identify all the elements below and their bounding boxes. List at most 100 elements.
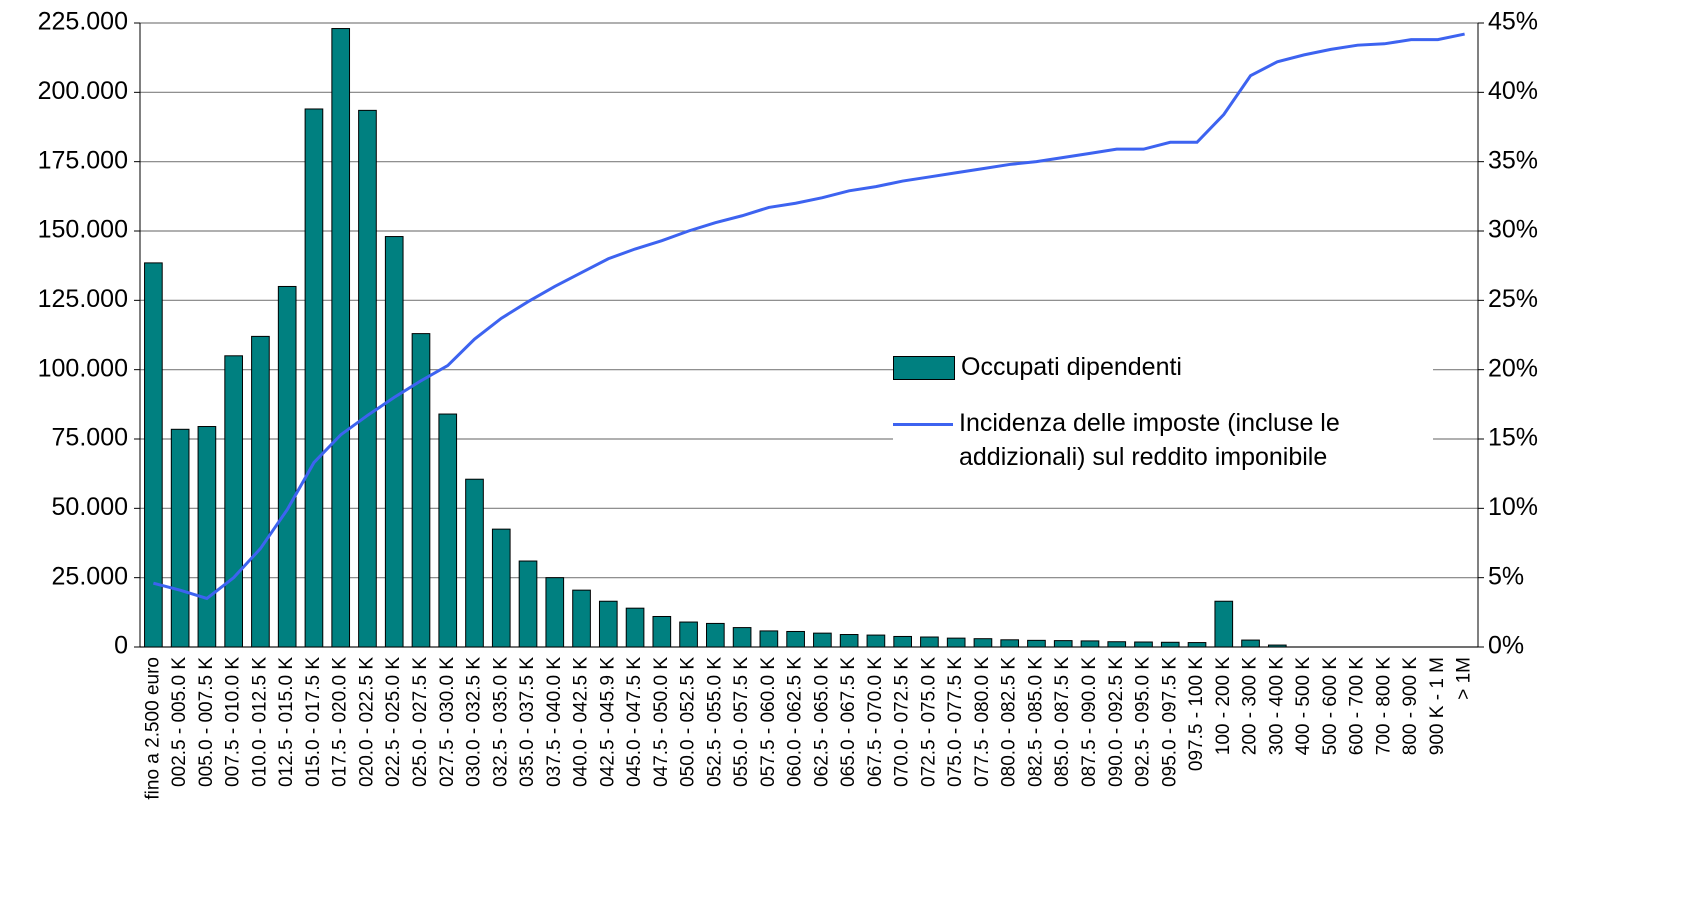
x-tick-label: 090.0 - 092.5 K xyxy=(1106,657,1127,787)
legend-label: Occupati dipendenti xyxy=(961,353,1182,381)
x-tick-label: 045.0 - 047.5 K xyxy=(624,657,645,787)
bar xyxy=(1107,641,1127,648)
bar xyxy=(1214,600,1234,648)
x-tick-label: 042.5 - 045.9 K xyxy=(597,657,618,787)
bar xyxy=(518,560,538,648)
x-tick-label: 097.5 - 100 K xyxy=(1186,657,1207,771)
x-tick-label: 092.5 - 095.0 K xyxy=(1133,657,1154,787)
y2-tick-label: 15% xyxy=(1488,424,1538,452)
x-tick-label: fino a 2.500 euro xyxy=(142,657,163,800)
bar xyxy=(465,478,484,648)
bar xyxy=(545,577,565,648)
bar xyxy=(1080,640,1100,648)
bar xyxy=(920,636,939,648)
bar xyxy=(1241,639,1260,648)
y-tick-label: 200.000 xyxy=(38,77,128,105)
bar xyxy=(144,262,163,648)
bar xyxy=(1053,640,1073,648)
y-tick-label: 175.000 xyxy=(38,146,128,174)
x-tick-label: 080.0 - 082.5 K xyxy=(999,657,1020,787)
bar xyxy=(679,621,698,648)
y2-tick-label: 10% xyxy=(1488,493,1538,521)
x-tick-label: 007.5 - 010.0 K xyxy=(223,657,244,787)
y-tick-label: 100.000 xyxy=(38,354,128,382)
y2-tick-label: 25% xyxy=(1488,285,1538,313)
x-tick-label: > 1M xyxy=(1454,657,1475,700)
bar xyxy=(946,637,966,648)
x-tick-label: 012.5 - 015.0 K xyxy=(276,657,297,787)
bar xyxy=(786,630,805,648)
x-tick-label: 100 - 200 K xyxy=(1213,657,1234,756)
x-tick-label: 057.5 - 060.0 K xyxy=(758,657,779,787)
bar xyxy=(331,28,351,648)
bar xyxy=(839,634,859,648)
bar xyxy=(1027,639,1046,648)
x-tick-label: 040.0 - 042.5 K xyxy=(571,657,592,787)
x-tick-label: 600 - 700 K xyxy=(1347,657,1368,756)
x-tick-label: 022.5 - 025.0 K xyxy=(383,657,404,787)
x-tick-label: 095.0 - 097.5 K xyxy=(1159,657,1180,787)
bar xyxy=(224,355,243,648)
y-tick-label: 50.000 xyxy=(52,493,128,521)
y2-tick-label: 0% xyxy=(1488,632,1524,660)
x-tick-label: 035.0 - 037.5 K xyxy=(517,657,538,787)
bar xyxy=(197,426,217,648)
y-tick-label: 0 xyxy=(114,632,128,660)
x-tick-label: 050.0 - 052.5 K xyxy=(678,657,699,787)
bar xyxy=(491,528,511,648)
x-tick-label: 055.0 - 057.5 K xyxy=(731,657,752,787)
bar xyxy=(304,108,324,648)
bar xyxy=(625,607,645,648)
bar xyxy=(251,335,270,648)
x-tick-label: 017.5 - 020.0 K xyxy=(330,657,351,787)
legend-entry: Occupati dipendenti xyxy=(893,350,1433,384)
bar xyxy=(358,109,377,648)
bar xyxy=(706,622,725,648)
line xyxy=(153,32,1465,601)
bar xyxy=(813,632,832,648)
y-tick-label: 25.000 xyxy=(52,562,128,590)
bar xyxy=(170,428,190,648)
x-tick-label: 037.5 - 040.0 K xyxy=(544,657,565,787)
y2-tick-label: 5% xyxy=(1488,562,1524,590)
x-tick-label: 025.0 - 027.5 K xyxy=(410,657,431,787)
bar xyxy=(572,589,591,648)
x-tick-label: 052.5 - 055.0 K xyxy=(704,657,725,787)
x-tick-label: 027.5 - 030.0 K xyxy=(437,657,458,787)
bar xyxy=(732,627,752,648)
y2-tick-label: 35% xyxy=(1488,146,1538,174)
bar xyxy=(1134,641,1153,648)
bar xyxy=(1160,641,1180,648)
x-tick-label: 082.5 - 085.0 K xyxy=(1025,657,1046,787)
x-tick-label: 400 - 500 K xyxy=(1293,657,1314,756)
bar xyxy=(866,634,886,648)
x-tick-label: 800 - 900 K xyxy=(1400,657,1421,756)
x-tick-label: 065.0 - 067.5 K xyxy=(838,657,859,787)
x-tick-label: 300 - 400 K xyxy=(1266,657,1287,756)
x-tick-label: 900 K - 1 M xyxy=(1427,657,1448,755)
x-tick-label: 005.0 - 007.5 K xyxy=(196,657,217,787)
bar xyxy=(652,615,672,648)
x-tick-label: 070.0 - 072.5 K xyxy=(892,657,913,787)
legend-label: Incidenza delle imposte (incluse le addi… xyxy=(959,409,1340,471)
x-tick-label: 067.5 - 070.0 K xyxy=(865,657,886,787)
x-tick-label: 087.5 - 090.0 K xyxy=(1079,657,1100,787)
legend-swatch xyxy=(893,356,955,380)
y2-tick-label: 20% xyxy=(1488,354,1538,382)
x-tick-label: 085.0 - 087.5 K xyxy=(1052,657,1073,787)
x-tick-label: 072.5 - 075.0 K xyxy=(918,657,939,787)
y2-tick-label: 30% xyxy=(1488,216,1538,244)
x-tick-label: 047.5 - 050.0 K xyxy=(651,657,672,787)
x-tick-label: 500 - 600 K xyxy=(1320,657,1341,756)
x-tick-label: 032.5 - 035.0 K xyxy=(490,657,511,787)
y-tick-label: 125.000 xyxy=(38,285,128,313)
x-tick-label: 075.0 - 077.5 K xyxy=(945,657,966,787)
y2-tick-label: 45% xyxy=(1488,8,1538,36)
y2-tick-label: 40% xyxy=(1488,77,1538,105)
x-tick-label: 020.0 - 022.5 K xyxy=(356,657,377,787)
bar xyxy=(384,236,404,648)
bar xyxy=(277,285,297,648)
x-tick-label: 700 - 800 K xyxy=(1373,657,1394,756)
